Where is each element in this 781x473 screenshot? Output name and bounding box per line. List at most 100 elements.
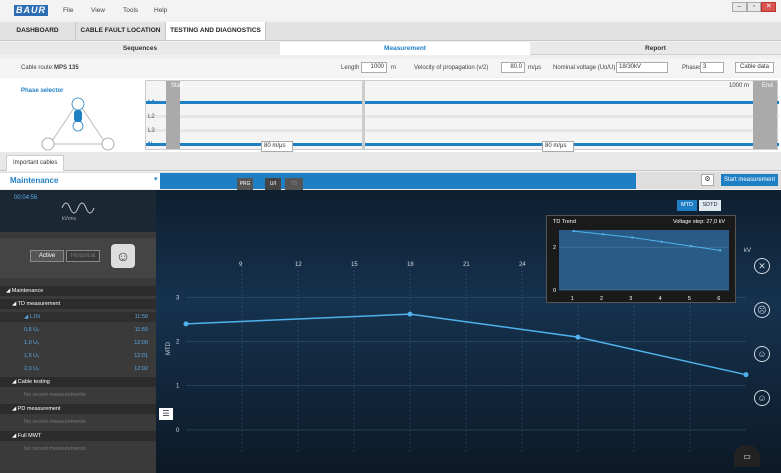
nominal-voltage-select[interactable]: 18/30kV: [616, 62, 668, 73]
y-tick-label: 0: [553, 288, 556, 294]
y-tick-label: 1: [176, 384, 180, 390]
tree-group[interactable]: ◢ Full MWT: [0, 431, 156, 441]
tree-item-time: 11:59: [134, 327, 148, 333]
tab-important-cables[interactable]: Important cables: [6, 155, 65, 171]
menu-view[interactable]: View: [91, 7, 105, 14]
tab-dashboard[interactable]: DASHBOARD: [0, 22, 76, 40]
tree-measurement-item[interactable]: 1,0 U₀ 12:00: [24, 340, 148, 346]
waveform-icon: [61, 202, 95, 214]
tree-item-time: 12:00: [134, 340, 148, 346]
data-point: [660, 240, 663, 243]
maintenance-title: Maintenance: [10, 176, 59, 185]
tree-measurement-item[interactable]: 1,5 U₀ 12:01: [24, 353, 148, 359]
sad-face-icon[interactable]: ☹: [754, 302, 770, 318]
maximize-button[interactable]: ▫: [746, 2, 762, 12]
velocity-field-1[interactable]: 80 m/μs: [261, 141, 293, 152]
phases-label: Phases: [682, 65, 703, 71]
tab-testing-diagnostics[interactable]: TESTING AND DIAGNOSTICS: [166, 22, 266, 40]
historical-toggle[interactable]: Historical: [66, 250, 100, 262]
unit-label: kV: [744, 248, 751, 254]
phase-selector-title: Phase selector: [21, 88, 64, 94]
close-button[interactable]: ✕: [761, 2, 777, 12]
start-marker[interactable]: [166, 81, 180, 149]
y-tick-label: 0: [176, 428, 180, 434]
velocity-field-2[interactable]: 80 m/μs: [542, 141, 574, 152]
tree-group[interactable]: ◢ Cable testing: [0, 377, 156, 387]
length-unit: m: [391, 65, 396, 71]
tab-td[interactable]: TD: [285, 178, 303, 190]
main-tabs: DASHBOARD CABLE FAULT LOCATION TESTING A…: [0, 22, 781, 41]
length-input[interactable]: 1000: [361, 62, 387, 73]
tab-cable-fault-location[interactable]: CABLE FAULT LOCATION: [76, 22, 166, 40]
happy-face-icon[interactable]: ☺: [754, 390, 770, 406]
tab-sdtd[interactable]: SDTD: [699, 200, 721, 211]
tree-group[interactable]: ◢ PD measurement: [0, 404, 156, 414]
x-tick-label: 24: [519, 262, 526, 268]
minimize-button[interactable]: –: [732, 2, 747, 12]
data-point: [183, 321, 189, 327]
y-axis-label: MTD: [166, 341, 172, 355]
end-label: End: [762, 83, 773, 89]
tree-group[interactable]: ◢ Maintenance: [0, 286, 156, 296]
tree-measurement-item[interactable]: 0,5 U₀ 11:59: [24, 327, 148, 333]
phase-diagram-icon[interactable]: [30, 96, 125, 152]
crumb-sequences[interactable]: Sequences: [0, 42, 280, 55]
x-tick-label: 21: [463, 262, 470, 268]
tree-measurement-item[interactable]: ◢ L1N 11:58: [0, 312, 156, 322]
important-cables-bar: Important cables: [0, 152, 781, 171]
sidebar: 00:04:56 kVrms Active Historical ☺ ◢ Mai…: [0, 190, 156, 473]
track-l1[interactable]: [146, 101, 779, 104]
track-n[interactable]: [146, 143, 779, 146]
cursor-handle[interactable]: [362, 81, 365, 149]
vop-input[interactable]: 80.0: [501, 62, 525, 73]
tree-item-time: 11:58: [134, 314, 148, 320]
neutral-face-icon[interactable]: ☺: [754, 346, 770, 362]
cable-route-value: MPS 135: [54, 65, 79, 71]
export-icon[interactable]: ▭: [734, 445, 760, 467]
active-toggle[interactable]: Active: [30, 250, 64, 262]
crumb-report[interactable]: Report: [645, 45, 666, 52]
maintenance-bar: Maintenance ▾ PRG U/I TD ⚙ Start measure…: [0, 172, 781, 190]
series-line: [185, 313, 747, 376]
vop-unit: m/μs: [528, 65, 542, 71]
data-point: [572, 229, 575, 233]
smiley-icon[interactable]: ☺: [111, 244, 135, 268]
x-tick-label: 2: [600, 296, 603, 302]
start-label: Start: [171, 83, 184, 89]
phases-select[interactable]: 3: [700, 62, 724, 73]
tab-ui[interactable]: U/I: [265, 178, 281, 190]
tree-empty-note: No recent measurements: [24, 419, 86, 425]
menu-help[interactable]: Help: [154, 7, 168, 14]
x-tick-label: 12: [295, 262, 302, 268]
menu-file[interactable]: File: [63, 7, 74, 14]
data-point: [575, 334, 581, 340]
vop-label: Velocity of propagation (v/2): [414, 65, 489, 71]
crumb-measurement[interactable]: Measurement: [280, 42, 530, 55]
gear-icon[interactable]: ⚙: [701, 174, 714, 186]
y-tick-label: 2: [176, 340, 180, 346]
tree-group[interactable]: ◢ TD measurement: [0, 299, 156, 309]
cable-data-button[interactable]: Cable data: [735, 62, 774, 73]
series-line: [573, 230, 721, 251]
data-point: [601, 233, 605, 236]
voltage-panel: 00:04:56 kVrms: [0, 190, 156, 232]
plot-area: MTD SDTD 012391215182124273033MTDkV ✕ ☹ …: [156, 190, 781, 473]
track-l2[interactable]: [146, 115, 779, 118]
tab-mtd[interactable]: MTD: [677, 200, 697, 211]
x-tick-label: 9: [239, 262, 243, 268]
tree-measurement-item[interactable]: 2,0 U₀ 12:02: [24, 366, 148, 372]
end-marker[interactable]: [753, 81, 777, 149]
x-tick-label: 1: [571, 296, 574, 302]
x-tick-label: 3: [629, 296, 632, 302]
x-tick-label: 18: [407, 262, 414, 268]
track-l3[interactable]: [146, 129, 779, 132]
list-menu-icon[interactable]: ☰: [159, 408, 173, 420]
cable-tracks: L1 L2 L3 N Start 1000 m End 80 m/μs 80 m…: [145, 80, 779, 152]
tab-prg[interactable]: PRG: [237, 178, 253, 190]
menu-tools[interactable]: Tools: [123, 7, 139, 14]
chevron-down-icon[interactable]: ▾: [154, 176, 158, 183]
x-tick-label: 5: [688, 296, 691, 302]
close-circle-icon[interactable]: ✕: [754, 258, 770, 274]
start-measurement-button[interactable]: Start measurement: [721, 174, 778, 186]
td-trend-title: TD Trend: [553, 219, 576, 225]
